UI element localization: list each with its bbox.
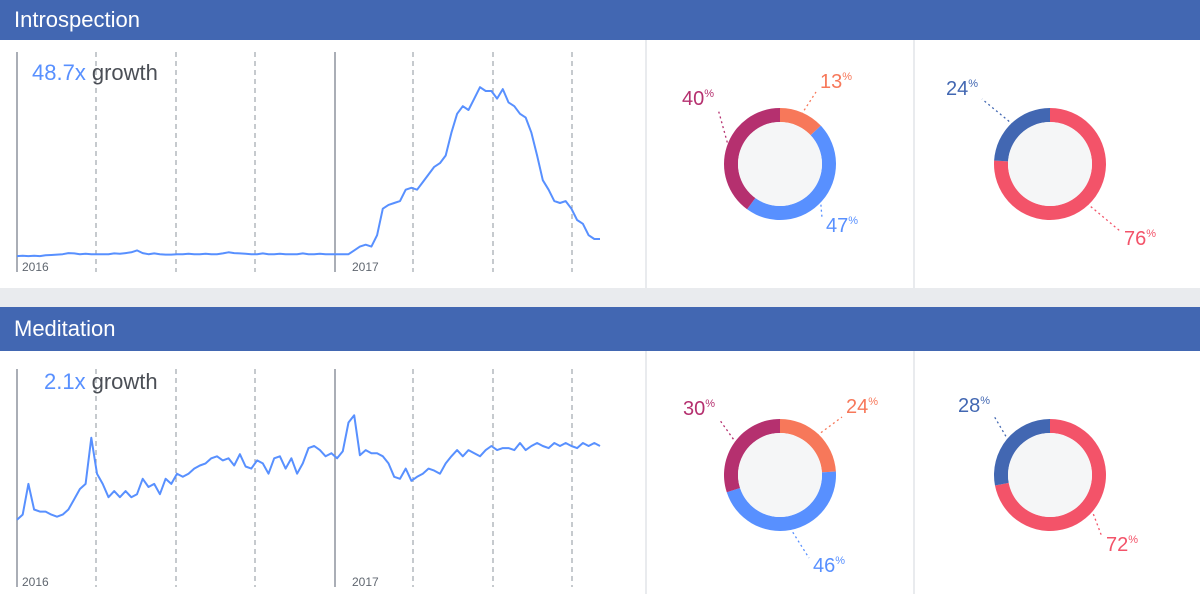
donut-slice	[726, 471, 836, 531]
column-divider	[913, 351, 915, 594]
introspection-section: Introspection 2016 2017 48.7x growth 13% 47…	[0, 0, 1200, 288]
percent-sign: %	[1146, 228, 1156, 240]
leader-line	[718, 418, 737, 444]
percent-label: 30%	[683, 398, 715, 420]
growth-label: 48.7x growth	[32, 60, 158, 86]
donut-center	[1008, 433, 1092, 517]
donut-slice	[780, 419, 836, 473]
leader-line	[717, 108, 730, 148]
percent-label: 13%	[820, 71, 852, 93]
introspection-donut-1: 13% 47% 40%	[682, 71, 858, 237]
section-header: Meditation	[0, 307, 1200, 351]
section-header: Introspection	[0, 0, 1200, 40]
percent-sign: %	[968, 78, 978, 90]
column-divider	[645, 40, 647, 288]
introspection-trend-chart: 2016 2017	[16, 52, 600, 274]
donut-slice	[780, 108, 821, 136]
percent-label: 24%	[946, 78, 978, 100]
leader-line	[819, 199, 823, 219]
trend-line	[16, 86, 600, 258]
percent-label: 47%	[826, 215, 858, 237]
year-label: 2017	[352, 575, 379, 589]
percent-sign: %	[842, 71, 852, 83]
percent-label: 72%	[1106, 534, 1138, 556]
leader-line	[789, 527, 810, 559]
introspection-donut-2: 76% 24%	[946, 78, 1156, 250]
donut-slice	[724, 108, 780, 210]
growth-word: growth	[91, 60, 158, 85]
meditation-section: Meditation 2016 2017 2.1x growth 24% 46% 30%…	[0, 307, 1200, 594]
column-divider	[645, 351, 647, 594]
meditation-donut-2: 72% 28%	[958, 395, 1138, 556]
donut-slice	[724, 419, 780, 493]
donut-slice	[747, 125, 837, 221]
percent-label: 46%	[813, 555, 845, 577]
leader-line	[800, 91, 817, 115]
trend-line	[16, 414, 601, 521]
percent-sign: %	[704, 88, 714, 100]
leader-line	[816, 416, 843, 437]
percent-sign: %	[980, 395, 990, 407]
year-label: 2016	[22, 575, 49, 589]
section-separator	[0, 288, 1200, 307]
growth-value: 48.7x	[32, 60, 86, 85]
percent-sign: %	[1128, 534, 1138, 546]
leader-line	[981, 98, 1014, 126]
percent-sign: %	[868, 396, 878, 408]
percent-sign: %	[835, 555, 845, 567]
percent-label: 76%	[1124, 228, 1156, 250]
donut-center	[738, 433, 822, 517]
growth-word: growth	[91, 369, 158, 394]
leader-line	[1090, 509, 1103, 538]
percent-label: 24%	[846, 396, 878, 418]
donut-center	[1008, 122, 1092, 206]
leader-line	[993, 415, 1009, 441]
growth-label: 2.1x growth	[44, 369, 158, 395]
growth-value: 2.1x	[44, 369, 86, 394]
percent-sign: %	[705, 398, 715, 410]
percent-label: 28%	[958, 395, 990, 417]
donut-slice	[994, 419, 1050, 486]
leader-line	[1086, 202, 1121, 232]
meditation-trend-chart: 2016 2017	[16, 369, 601, 589]
percent-sign: %	[848, 215, 858, 227]
donut-slice	[994, 108, 1050, 162]
year-label: 2017	[352, 260, 379, 274]
percent-label: 40%	[682, 88, 714, 110]
meditation-donut-1: 24% 46% 30%	[683, 396, 878, 577]
column-divider	[913, 40, 915, 288]
donut-center	[738, 122, 822, 206]
year-label: 2016	[22, 260, 49, 274]
